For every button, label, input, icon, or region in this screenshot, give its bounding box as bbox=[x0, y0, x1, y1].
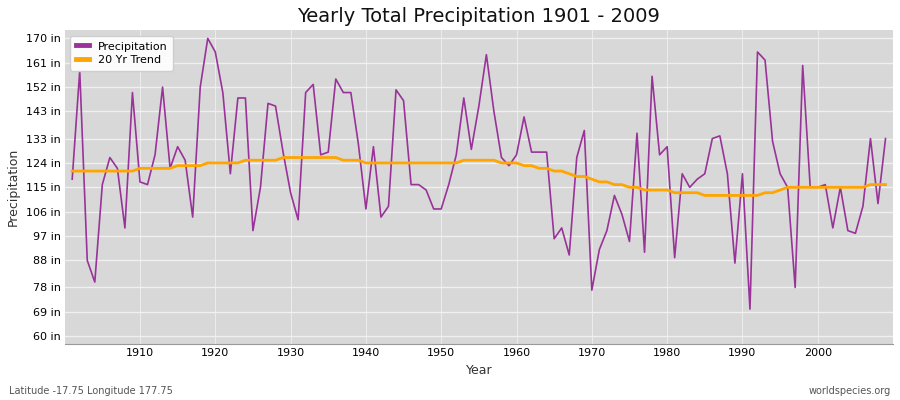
Precipitation bbox=[880, 136, 891, 141]
20 Yr Trend bbox=[699, 193, 710, 198]
Precipitation bbox=[202, 36, 213, 41]
Precipitation bbox=[67, 177, 77, 182]
Text: worldspecies.org: worldspecies.org bbox=[809, 386, 891, 396]
Precipitation bbox=[744, 307, 755, 312]
Precipitation bbox=[518, 114, 529, 119]
Legend: Precipitation, 20 Yr Trend: Precipitation, 20 Yr Trend bbox=[70, 36, 174, 70]
Line: Precipitation: Precipitation bbox=[72, 38, 886, 309]
20 Yr Trend bbox=[511, 160, 522, 165]
Precipitation bbox=[609, 193, 620, 198]
Precipitation bbox=[127, 90, 138, 95]
Title: Yearly Total Precipitation 1901 - 2009: Yearly Total Precipitation 1901 - 2009 bbox=[297, 7, 661, 26]
20 Yr Trend bbox=[609, 182, 620, 187]
20 Yr Trend bbox=[301, 155, 311, 160]
X-axis label: Year: Year bbox=[465, 364, 492, 377]
20 Yr Trend bbox=[346, 158, 356, 163]
Text: Latitude -17.75 Longitude 177.75: Latitude -17.75 Longitude 177.75 bbox=[9, 386, 173, 396]
20 Yr Trend bbox=[278, 155, 289, 160]
20 Yr Trend bbox=[67, 169, 77, 174]
20 Yr Trend bbox=[880, 182, 891, 187]
Precipitation bbox=[301, 90, 311, 95]
20 Yr Trend bbox=[518, 163, 529, 168]
Y-axis label: Precipitation: Precipitation bbox=[7, 148, 20, 226]
Precipitation bbox=[511, 152, 522, 157]
Precipitation bbox=[346, 90, 356, 95]
Line: 20 Yr Trend: 20 Yr Trend bbox=[72, 158, 886, 196]
20 Yr Trend bbox=[127, 169, 138, 174]
